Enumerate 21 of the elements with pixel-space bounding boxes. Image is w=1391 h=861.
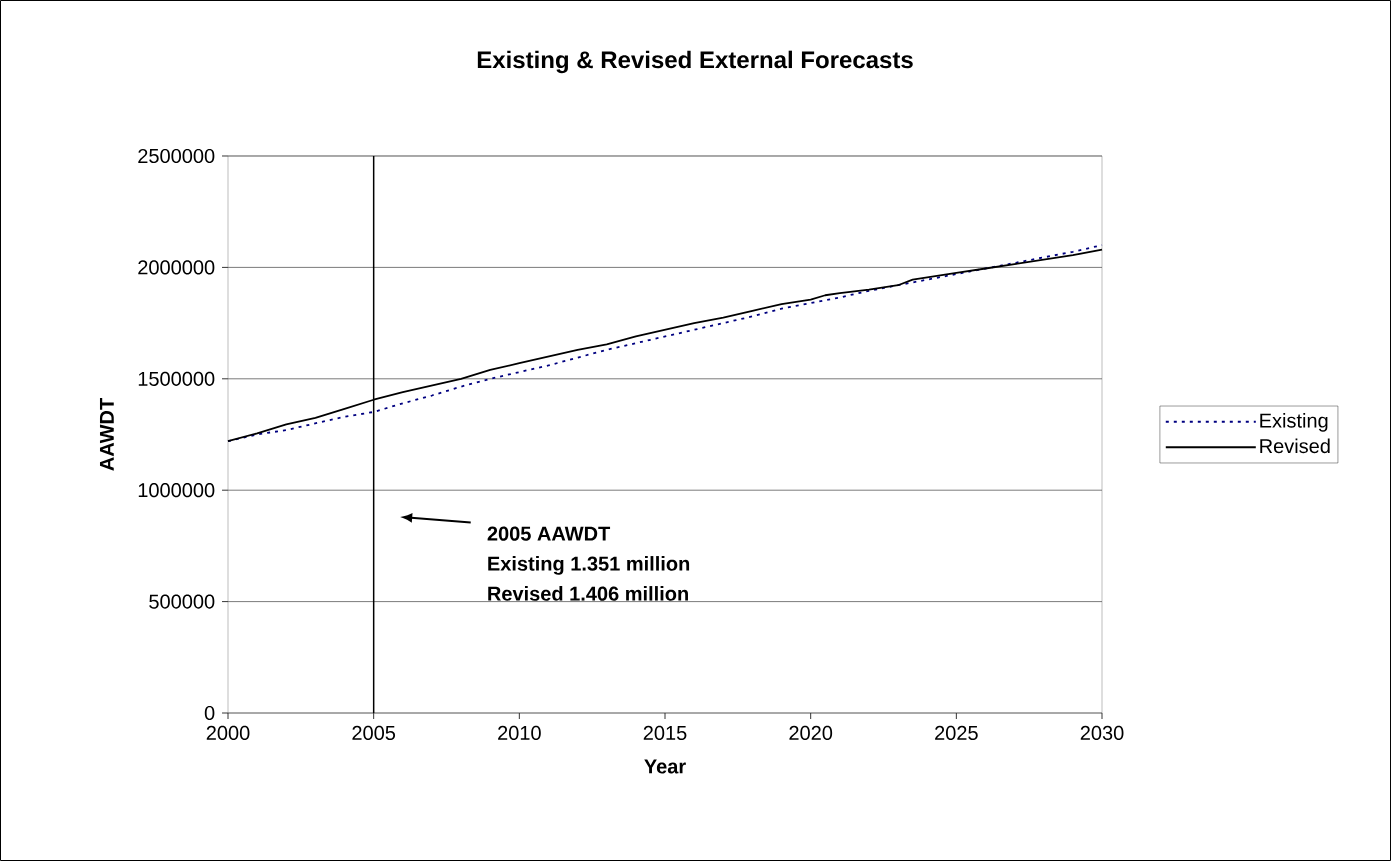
x-tick-label: 2005 [352, 725, 396, 741]
y-axis-title: AAWDT [99, 398, 114, 471]
legend-label: Existing [1260, 413, 1328, 432]
y-tick-label: 1000000 [138, 483, 215, 498]
x-tick-label: 2030 [1080, 725, 1124, 741]
annotation: Revised 1.406 million [488, 586, 688, 601]
annotation: 2005 AAWDT [487, 526, 611, 541]
x-tick-label: 2010 [498, 725, 541, 741]
chart-title: Existing & Revised External Forecasts [477, 50, 913, 74]
annotation: Existing 1.351 million [488, 556, 690, 575]
x-tick-label: 2025 [935, 725, 978, 741]
x-axis-title: Year [644, 759, 686, 774]
x-tick-label: 2000 [206, 725, 250, 741]
x-tick-label: 2015 [643, 725, 687, 741]
legend-label: Revised [1260, 438, 1330, 454]
x-tick-label: 2020 [789, 725, 833, 741]
y-tick-label: 0 [204, 705, 215, 721]
y-tick-label: 2000000 [138, 260, 215, 275]
y-tick-label: 500000 [149, 594, 215, 609]
y-tick-label: 1500000 [138, 371, 215, 386]
y-tick-label: 2500000 [138, 148, 215, 164]
